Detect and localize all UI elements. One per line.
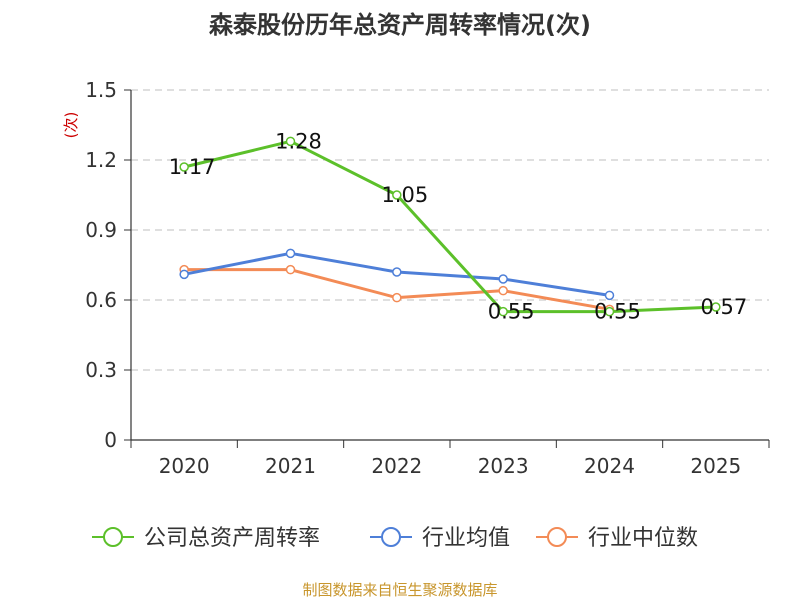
data-label: 0.55 xyxy=(488,300,535,324)
legend-label: 行业中位数 xyxy=(588,526,698,551)
data-label: 0.57 xyxy=(700,295,747,319)
series-point xyxy=(179,269,189,280)
legend-label: 行业均值 xyxy=(422,526,510,551)
data-labels: 1.17 1.28 1.05 0.55 0.55 0.57 xyxy=(169,129,747,323)
x-tick-label: 2025 xyxy=(690,454,741,478)
y-tick-label: 0.9 xyxy=(85,218,117,242)
legend-label: 公司总资产周转率 xyxy=(144,526,320,551)
y-axis-label: (次) xyxy=(62,112,80,139)
legend: 公司总资产周转率 行业均值 行业中位数 xyxy=(92,526,698,551)
source-note: 制图数据来自恒生聚源数据库 xyxy=(302,581,497,599)
x-tick-label: 2021 xyxy=(265,454,316,478)
chart-title: 森泰股份历年总资产周转率情况(次) xyxy=(209,11,591,39)
legend-swatch-marker xyxy=(547,527,567,547)
series-point xyxy=(392,292,402,303)
y-tick-label: 0.6 xyxy=(85,288,117,312)
series-point xyxy=(392,190,402,200)
y-tick-label: 1.2 xyxy=(85,148,117,172)
series-point xyxy=(285,248,296,259)
series-line xyxy=(183,139,716,314)
series-point xyxy=(498,306,508,317)
series-point xyxy=(179,162,189,172)
axes: 0 0.3 0.6 0.9 1.2 1.5 2020 2021 2022 2023 2024 2025 xyxy=(85,78,770,478)
data-label: 1.05 xyxy=(381,183,428,207)
x-tick-label: 2022 xyxy=(371,454,422,478)
series-point xyxy=(498,274,508,284)
data-label: 1.28 xyxy=(275,129,322,153)
grid-lines xyxy=(131,89,769,371)
x-tick-label: 2023 xyxy=(478,454,529,478)
series-point xyxy=(285,264,296,275)
y-tick-label: 0 xyxy=(104,428,117,452)
series-point xyxy=(604,306,615,317)
y-tick-label: 0.3 xyxy=(85,358,117,382)
data-label: 0.55 xyxy=(594,300,641,324)
data-label: 1.17 xyxy=(169,155,216,179)
x-tick-label: 2024 xyxy=(584,454,635,478)
series-point xyxy=(711,302,721,312)
y-tick-label: 1.5 xyxy=(85,78,117,102)
series-point xyxy=(285,136,296,147)
x-tick-label: 2020 xyxy=(159,454,210,478)
series-point xyxy=(604,290,615,301)
legend-swatch-marker xyxy=(103,527,123,547)
series-point xyxy=(392,267,402,277)
series-point xyxy=(498,285,508,296)
legend-swatch-marker xyxy=(381,527,401,547)
series-group xyxy=(179,136,721,317)
